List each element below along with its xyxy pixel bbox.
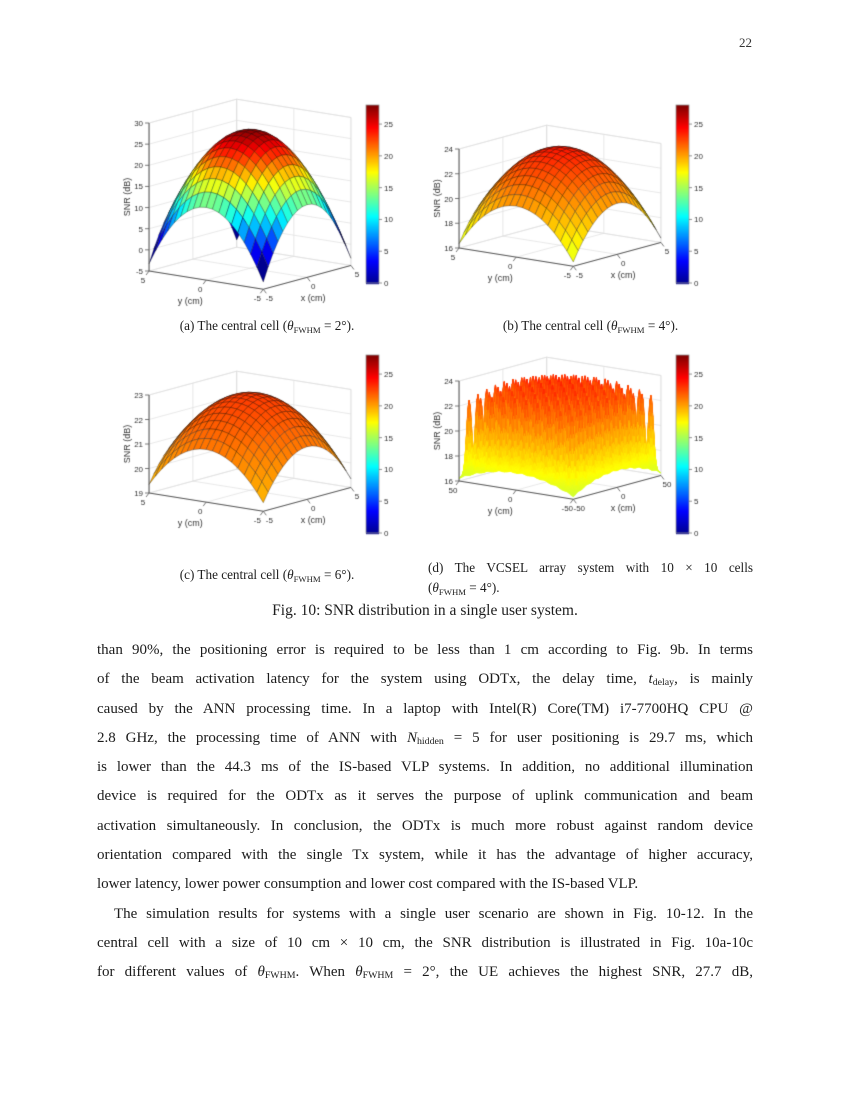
body-line: The simulation results for systems with … <box>114 905 753 922</box>
body-line: lower latency, lower power consumption a… <box>97 876 639 893</box>
body-line: device is required for the ODTx as it se… <box>97 788 753 805</box>
surface-plot-a <box>118 85 410 317</box>
subcaption-d: (d) The VCSEL array system with 10 × 10 … <box>428 560 753 598</box>
subcaption-b: (b) The central cell (θFWHM = 4°). <box>502 318 679 336</box>
page-number: 22 <box>739 35 752 50</box>
surface-plot-c <box>118 335 410 567</box>
body-line: than 90%, the positioning error is requi… <box>97 642 753 658</box>
surface-plot-b <box>428 85 720 317</box>
surface-plot-d <box>428 335 720 567</box>
subcaption-c: (c) The central cell (θFWHM = 6°). <box>179 567 355 585</box>
subcaption-a: (a) The central cell (θFWHM = 2°). <box>179 318 355 336</box>
body-line: of the beam activation latency for the s… <box>97 671 753 689</box>
body-line: for different values of θFWHM. When θFWH… <box>97 964 754 982</box>
figure-caption: Fig. 10: SNR distribution in a single us… <box>272 602 578 619</box>
body-line: activation simultaneously. In conclusion… <box>97 817 753 834</box>
body-line: orientation compared with the single Tx … <box>97 847 753 864</box>
body-line: is lower than the 44.3 ms of the IS-base… <box>97 759 753 776</box>
body-line: 2.8 GHz, the processing time of ANN with… <box>97 729 753 747</box>
body-line: caused by the ANN processing time. In a … <box>97 700 753 717</box>
body-line: central cell with a size of 10 cm × 10 c… <box>97 934 753 951</box>
body-text: than 90%, the positioning error is requi… <box>97 642 753 994</box>
